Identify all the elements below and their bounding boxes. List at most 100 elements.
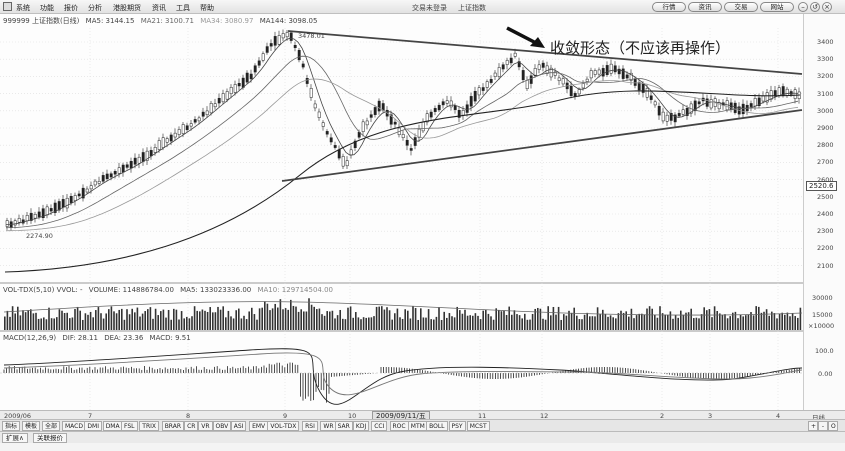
period-label[interactable]: 日线 <box>812 414 825 422</box>
indicator-tab-vr[interactable]: VR <box>198 421 213 431</box>
volume-bar <box>201 309 204 330</box>
candle-body <box>533 68 537 77</box>
candle-body <box>661 111 665 122</box>
volume-bar <box>732 312 734 330</box>
indicator-tab-模板[interactable]: 模板 <box>22 421 41 431</box>
indicator-tab-cci[interactable]: CCI <box>371 421 388 431</box>
indicator-tab-boll[interactable]: BOLL <box>426 421 448 431</box>
volume-bar <box>420 308 422 330</box>
volume-bar <box>617 313 620 330</box>
indicator-tab-emv[interactable]: EMV <box>249 421 269 431</box>
menu-hk-futures[interactable]: 港股期货 <box>113 4 141 12</box>
candle-body <box>341 156 345 167</box>
volume-bar <box>368 317 370 330</box>
volume-bar <box>238 308 240 330</box>
indicator-tab-mtm[interactable]: MTM <box>407 421 428 431</box>
volume-bar <box>386 307 388 330</box>
volume-bar <box>318 308 321 330</box>
macd-dif: DIF: 28.11 <box>62 334 98 342</box>
volume-bar <box>217 306 219 330</box>
close-icon[interactable]: × <box>822 2 832 12</box>
chart-panel[interactable] <box>0 14 845 411</box>
window-title: 上证指数 <box>458 4 486 12</box>
candle-body <box>405 139 409 146</box>
menu-help[interactable]: 帮助 <box>200 4 214 12</box>
restore-icon[interactable]: ↺ <box>810 2 820 12</box>
volume-bar <box>482 310 484 330</box>
price-tick-2600: 2600 <box>817 175 834 184</box>
candle-body <box>485 81 489 88</box>
volume-bar <box>186 316 188 330</box>
menu-analysis[interactable]: 分析 <box>88 4 102 12</box>
volume-bar <box>50 318 53 330</box>
indicator-tab-指标[interactable]: 指标 <box>2 421 21 431</box>
tab-expand[interactable]: 扩展∧ <box>2 433 28 443</box>
volume-bar <box>680 310 682 330</box>
volume-bar <box>466 315 469 330</box>
menu-system[interactable]: 系统 <box>16 4 30 12</box>
news-button[interactable]: 资讯 <box>688 2 722 12</box>
minimize-icon[interactable]: – <box>798 2 808 12</box>
indicator-tab-mcst[interactable]: MCST <box>466 421 490 431</box>
volume-bar <box>760 312 763 330</box>
market-button[interactable]: 行情 <box>652 2 686 12</box>
indicator-tab-cr[interactable]: CR <box>184 421 199 431</box>
volume-bar <box>89 311 92 330</box>
candle-body <box>129 160 133 169</box>
volume-bar <box>170 319 172 330</box>
reset-button[interactable]: O <box>828 421 838 431</box>
volume-bar <box>414 308 417 330</box>
indicator-tab-kdj[interactable]: KDJ <box>352 421 370 431</box>
indicator-tab-dma[interactable]: DMA <box>102 421 123 431</box>
menu-function[interactable]: 功能 <box>40 4 54 12</box>
zoom-out-button[interactable]: - <box>818 421 828 431</box>
indicator-tab-vol-tdx[interactable]: VOL-TDX <box>267 421 300 431</box>
volume-bar <box>453 317 456 330</box>
trade-button[interactable]: 交易 <box>724 2 758 12</box>
website-button[interactable]: 网站 <box>760 2 794 12</box>
menu-tools[interactable]: 工具 <box>176 4 190 12</box>
ma144-label: MA144: 3098.05 <box>259 17 318 25</box>
volume-bar <box>243 315 245 330</box>
volume-tick-30000: 30000 <box>812 294 833 302</box>
volume-bar <box>498 310 500 330</box>
app-logo-icon[interactable] <box>3 2 12 11</box>
volume-bar <box>612 317 614 330</box>
candle-body <box>529 75 533 84</box>
tab-related-quotes[interactable]: 关联报价 <box>33 433 67 443</box>
volume-bar <box>407 310 409 330</box>
indicator-tab-dmi[interactable]: DMI <box>84 421 102 431</box>
candle-body <box>525 80 529 90</box>
volume-bar <box>526 319 529 330</box>
indicator-tab-fsl[interactable]: FSL <box>121 421 138 431</box>
volume-bar <box>581 319 583 330</box>
indicator-tab-全部[interactable]: 全部 <box>42 421 61 431</box>
volume-bar <box>128 314 131 330</box>
volume-bar <box>123 319 126 330</box>
indicator-tab-roc[interactable]: ROC <box>389 421 409 431</box>
volume-bar <box>235 310 237 330</box>
indicator-tab-sar[interactable]: SAR <box>334 421 353 431</box>
candle-body <box>521 70 525 80</box>
indicator-tab-rsi[interactable]: RSI <box>302 421 318 431</box>
indicator-tab-trix[interactable]: TRIX <box>139 421 160 431</box>
candle-body <box>373 107 377 115</box>
indicator-tab-macd[interactable]: MACD <box>62 421 86 431</box>
menu-news[interactable]: 资讯 <box>152 4 166 12</box>
candle-body <box>257 60 261 66</box>
indicator-tab-asi[interactable]: ASI <box>230 421 247 431</box>
indicator-tab-psy[interactable]: PSY <box>448 421 466 431</box>
volume-bar <box>563 314 565 330</box>
candle-body <box>681 109 685 115</box>
volume-bar <box>178 319 180 330</box>
indicator-tab-obv[interactable]: OBV <box>212 421 232 431</box>
menu-quote[interactable]: 报价 <box>64 4 78 12</box>
volume-bar <box>503 310 505 330</box>
indicator-tab-brar[interactable]: BRAR <box>161 421 185 431</box>
volume-bar <box>633 318 635 330</box>
price-tick-2500: 2500 <box>817 192 834 201</box>
zoom-in-button[interactable]: + <box>808 421 818 431</box>
candle-body <box>81 187 85 199</box>
